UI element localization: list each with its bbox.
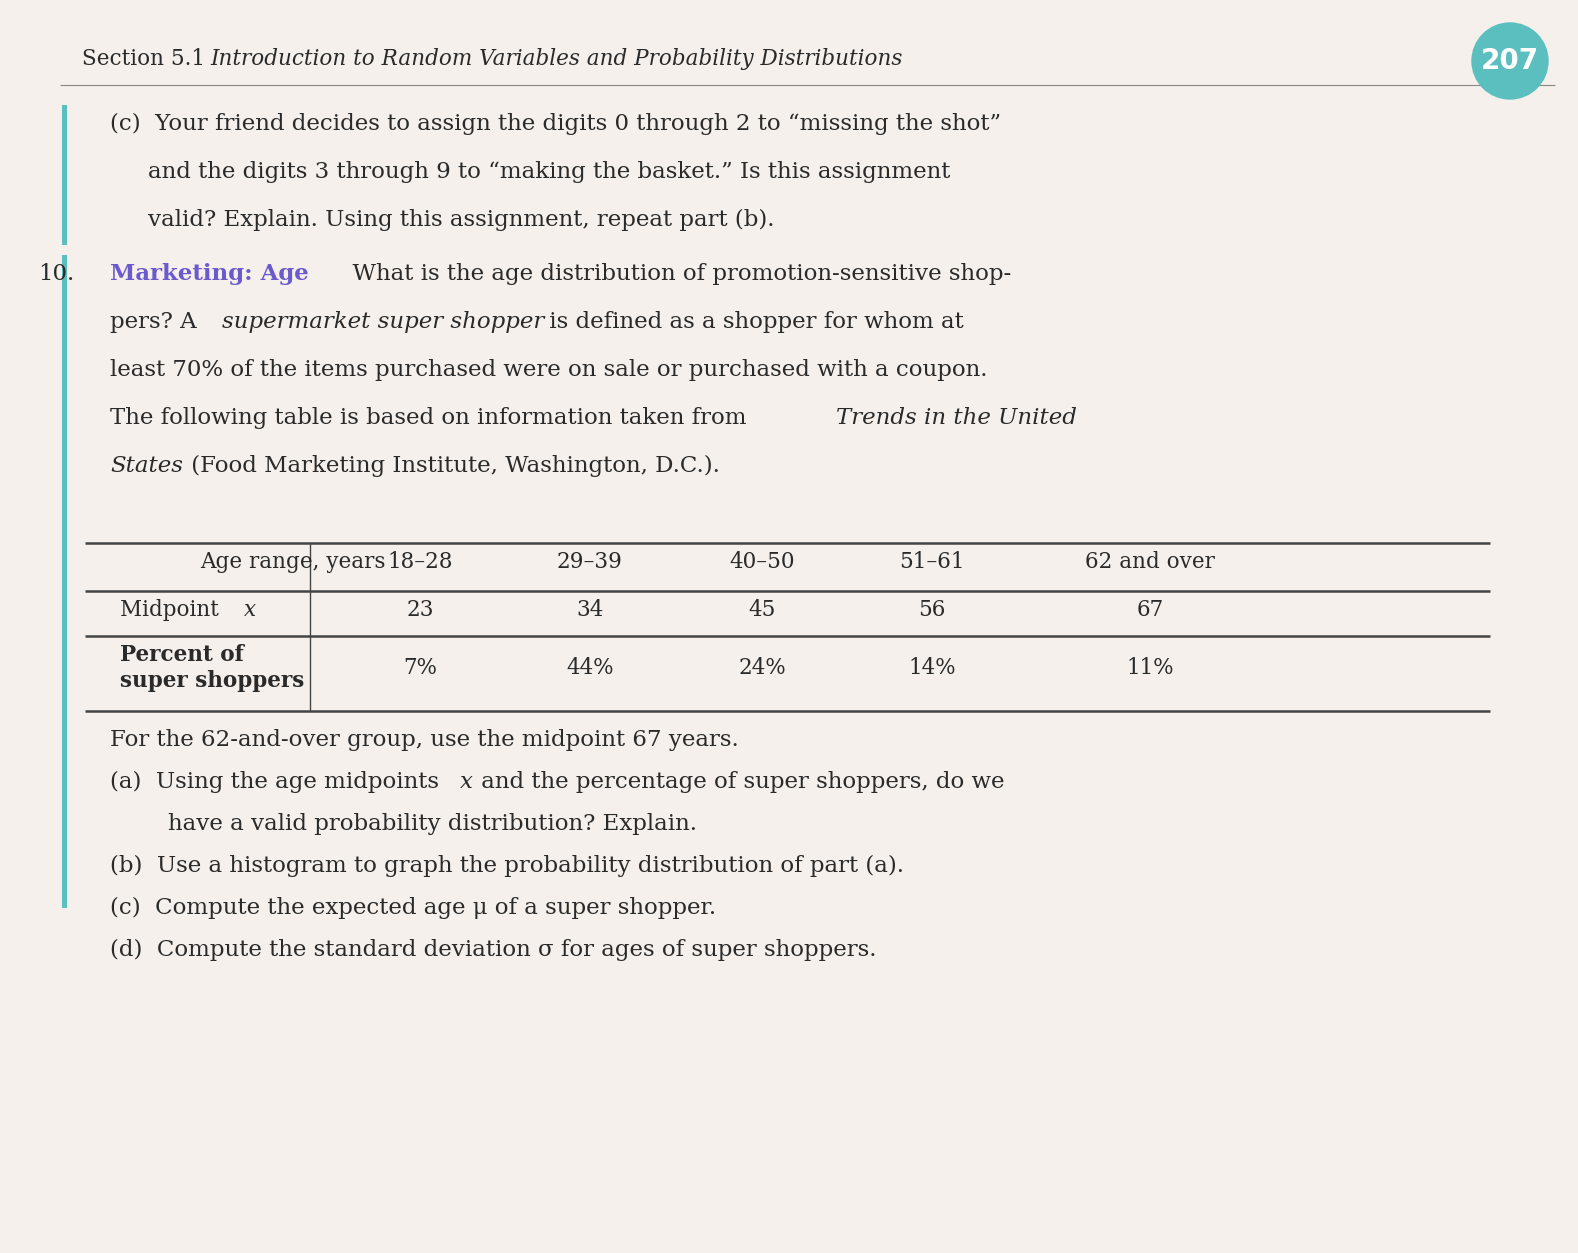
Text: and the digits 3 through 9 to “making the basket.” Is this assignment: and the digits 3 through 9 to “making th… <box>148 160 950 183</box>
Text: supermarket super shopper: supermarket super shopper <box>222 311 544 333</box>
Text: 7%: 7% <box>402 657 437 679</box>
Text: Trends in the United: Trends in the United <box>836 407 1076 429</box>
Text: Percent of: Percent of <box>120 644 245 667</box>
Bar <box>62 256 66 908</box>
Text: 24%: 24% <box>739 657 786 679</box>
Text: is defined as a shopper for whom at: is defined as a shopper for whom at <box>541 311 964 333</box>
Text: 62 and over: 62 and over <box>1086 551 1215 573</box>
Text: 40–50: 40–50 <box>729 551 795 573</box>
Text: Midpoint: Midpoint <box>120 599 226 621</box>
Text: (Food Marketing Institute, Washington, D.C.).: (Food Marketing Institute, Washington, D… <box>185 455 720 477</box>
Text: 14%: 14% <box>909 657 956 679</box>
Text: (a)  Using the age midpoints: (a) Using the age midpoints <box>110 771 447 793</box>
Text: 45: 45 <box>748 599 776 621</box>
Text: (b)  Use a histogram to graph the probability distribution of part (a).: (b) Use a histogram to graph the probabi… <box>110 855 904 877</box>
Text: 29–39: 29–39 <box>557 551 623 573</box>
Text: 23: 23 <box>406 599 434 621</box>
Text: super shoppers: super shoppers <box>120 670 305 692</box>
Text: and the percentage of super shoppers, do we: and the percentage of super shoppers, do… <box>473 771 1005 793</box>
Bar <box>62 105 66 246</box>
Text: (c)  Compute the expected age μ of a super shopper.: (c) Compute the expected age μ of a supe… <box>110 897 716 920</box>
Text: 44%: 44% <box>567 657 614 679</box>
Text: 51–61: 51–61 <box>899 551 964 573</box>
Text: 11%: 11% <box>1127 657 1174 679</box>
Text: (c)  Your friend decides to assign the digits 0 through 2 to “missing the shot”: (c) Your friend decides to assign the di… <box>110 113 1000 135</box>
Text: 34: 34 <box>576 599 604 621</box>
Text: Section 5.1: Section 5.1 <box>82 48 205 70</box>
Text: The following table is based on information taken from: The following table is based on informat… <box>110 407 754 429</box>
Text: What is the age distribution of promotion-sensitive shop-: What is the age distribution of promotio… <box>338 263 1011 284</box>
Text: States: States <box>110 455 183 477</box>
Text: 67: 67 <box>1136 599 1163 621</box>
Text: Marketing: Age: Marketing: Age <box>110 263 309 284</box>
Text: x: x <box>245 599 256 621</box>
Text: For the 62-and-over group, use the midpoint 67 years.: For the 62-and-over group, use the midpo… <box>110 729 739 751</box>
Text: 56: 56 <box>918 599 945 621</box>
Text: pers? A: pers? A <box>110 311 204 333</box>
Text: least 70% of the items purchased were on sale or purchased with a coupon.: least 70% of the items purchased were on… <box>110 360 988 381</box>
Text: x: x <box>461 771 473 793</box>
Text: Age range, years: Age range, years <box>200 551 385 573</box>
Text: Introduction to Random Variables and Probability Distributions: Introduction to Random Variables and Pro… <box>210 48 903 70</box>
Text: valid? Explain. Using this assignment, repeat part (b).: valid? Explain. Using this assignment, r… <box>148 209 775 231</box>
Circle shape <box>1472 23 1548 99</box>
Text: 10.: 10. <box>38 263 74 284</box>
Text: have a valid probability distribution? Explain.: have a valid probability distribution? E… <box>167 813 697 834</box>
Text: 18–28: 18–28 <box>387 551 453 573</box>
Text: 207: 207 <box>1480 48 1539 75</box>
Text: (d)  Compute the standard deviation σ for ages of super shoppers.: (d) Compute the standard deviation σ for… <box>110 938 876 961</box>
